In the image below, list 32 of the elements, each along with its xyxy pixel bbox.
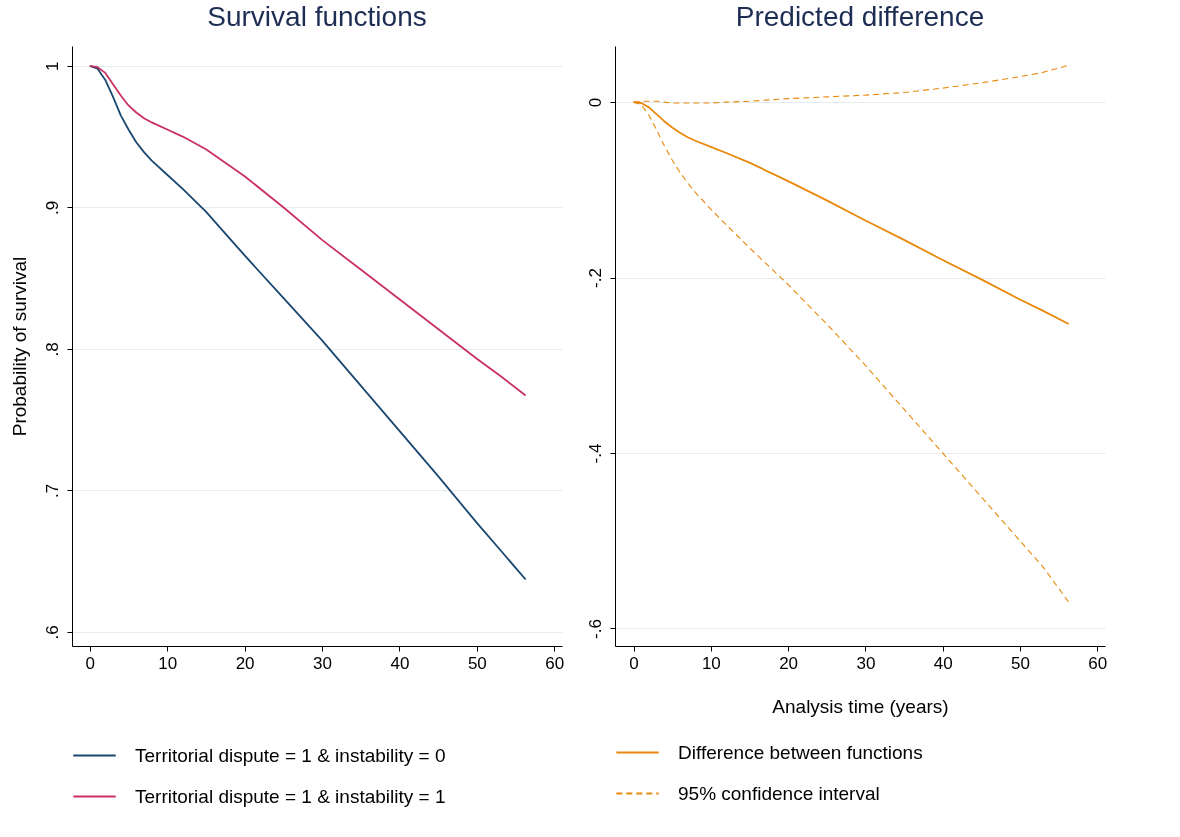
y-tick-label: .7 bbox=[42, 483, 62, 498]
x-tick-label: 30 bbox=[313, 653, 332, 673]
legend-label: Difference between functions bbox=[678, 741, 923, 763]
x-tick-label: 0 bbox=[85, 653, 96, 673]
x-tick-label: 20 bbox=[235, 653, 255, 673]
x-tick-label: 20 bbox=[779, 653, 799, 673]
legend-label: Territorial dispute = 1 & instability = 1 bbox=[135, 785, 446, 807]
x-tick-label: 30 bbox=[856, 653, 876, 673]
chart-title: Predicted difference bbox=[735, 1, 985, 32]
legend-label: 95% confidence interval bbox=[678, 782, 880, 804]
y-tick-label: 0 bbox=[585, 97, 605, 108]
y-tick-label: .9 bbox=[42, 200, 62, 215]
y-tick-label: -.6 bbox=[585, 619, 605, 639]
x-tick-label: 10 bbox=[701, 653, 721, 673]
y-tick-label: .8 bbox=[42, 342, 62, 357]
x-tick-label: 60 bbox=[1088, 653, 1108, 673]
chart-title: Survival functions bbox=[207, 1, 427, 32]
line-series bbox=[88, 64, 527, 397]
x-tick-label: 40 bbox=[390, 653, 410, 673]
y-tick-label: -.2 bbox=[585, 268, 605, 288]
x-tick-label: 50 bbox=[467, 653, 487, 673]
y-tick-label: -.4 bbox=[585, 443, 605, 464]
x-tick-label: 10 bbox=[158, 653, 178, 673]
legend-label: Territorial dispute = 1 & instability = 0 bbox=[135, 744, 446, 766]
y-tick-label: 1 bbox=[42, 61, 62, 72]
y-tick-label: .6 bbox=[42, 625, 62, 640]
y-axis-title: Probability of survival bbox=[8, 256, 30, 437]
x-tick-label: 40 bbox=[933, 653, 953, 673]
x-axis-title: Analysis time (years) bbox=[772, 695, 949, 717]
x-tick-label: 60 bbox=[545, 653, 565, 673]
x-tick-label: 0 bbox=[629, 653, 639, 673]
x-tick-label: 50 bbox=[1011, 653, 1030, 673]
